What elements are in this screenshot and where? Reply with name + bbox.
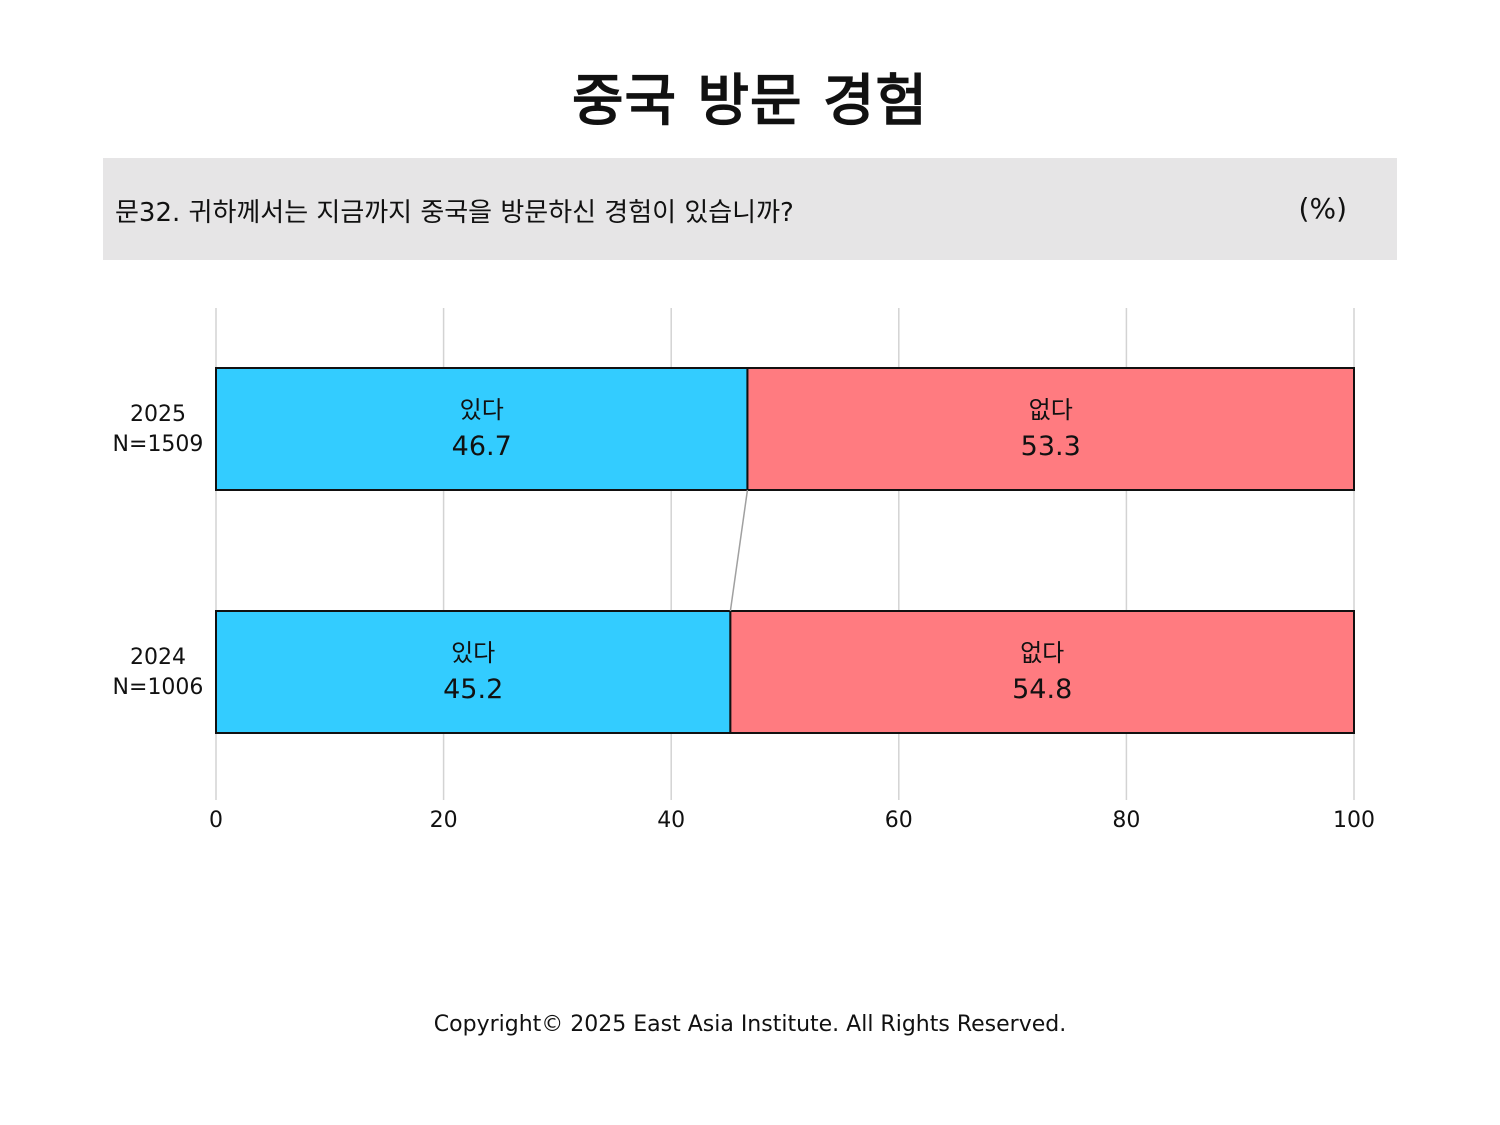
chart-title: 중국 방문 경험	[571, 69, 929, 134]
x-tick-label: 20	[430, 808, 458, 833]
segment-name-label: 있다	[460, 396, 504, 424]
x-tick-label: 0	[209, 808, 223, 833]
category-year-label: 2024	[130, 645, 186, 670]
bar-segment	[215, 610, 732, 734]
question-box: 문32. 귀하께서는 지금까지 중국을 방문하신 경험이 있습니까? (%)	[103, 158, 1397, 260]
category-n-label: N=1509	[113, 432, 204, 457]
x-tick-label: 80	[1112, 808, 1140, 833]
category-year-label: 2025	[130, 402, 186, 427]
data-label: 54.8	[1012, 674, 1072, 705]
data-label: 45.2	[443, 674, 503, 705]
bar-segment	[729, 610, 1355, 734]
x-tick-label: 40	[657, 808, 685, 833]
x-tick-label: 100	[1333, 808, 1375, 833]
segment-name-label: 없다	[1020, 639, 1064, 667]
copyright-text: Copyright© 2025 East Asia Institute. All…	[433, 1012, 1067, 1037]
bar-segment	[746, 367, 1355, 491]
data-label: 53.3	[1021, 431, 1081, 462]
unit-label: (%)	[1298, 192, 1347, 225]
connector-line	[729, 489, 749, 612]
segment-name-label: 있다	[451, 639, 495, 667]
category-n-label: N=1006	[113, 675, 204, 700]
question-text: 문32. 귀하께서는 지금까지 중국을 방문하신 경험이 있습니까?	[115, 198, 794, 228]
data-label: 46.7	[452, 431, 512, 462]
stacked-bar-chart: 있다 46.7 없다 53.3 2025 N=1509 있다 45.2 없다 54.8 2024 N=…	[113, 308, 1375, 833]
x-tick-label: 60	[885, 808, 913, 833]
bar-segment	[215, 367, 749, 491]
segment-name-label: 없다	[1029, 396, 1073, 424]
